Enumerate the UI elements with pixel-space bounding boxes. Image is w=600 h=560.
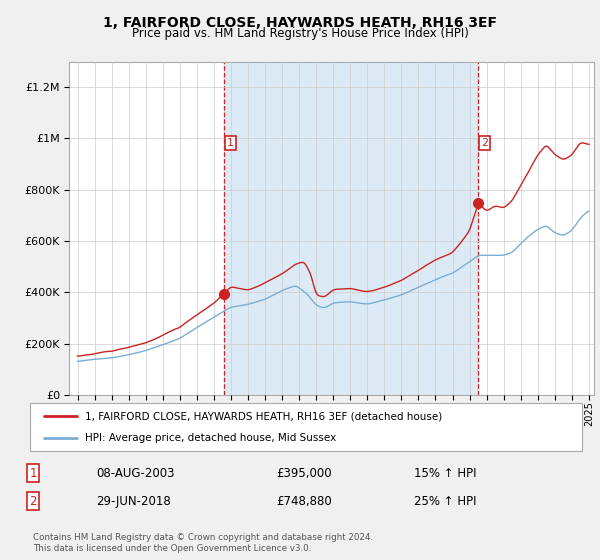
Text: 1, FAIRFORD CLOSE, HAYWARDS HEATH, RH16 3EF (detached house): 1, FAIRFORD CLOSE, HAYWARDS HEATH, RH16 … [85, 411, 442, 421]
Text: 1, FAIRFORD CLOSE, HAYWARDS HEATH, RH16 3EF: 1, FAIRFORD CLOSE, HAYWARDS HEATH, RH16 … [103, 16, 497, 30]
Text: 25% ↑ HPI: 25% ↑ HPI [414, 494, 476, 508]
Text: Contains HM Land Registry data © Crown copyright and database right 2024.
This d: Contains HM Land Registry data © Crown c… [33, 533, 373, 553]
Text: £395,000: £395,000 [276, 466, 332, 480]
FancyBboxPatch shape [30, 403, 582, 451]
Text: 2: 2 [481, 138, 488, 148]
Text: Price paid vs. HM Land Registry's House Price Index (HPI): Price paid vs. HM Land Registry's House … [131, 27, 469, 40]
Text: 1: 1 [227, 138, 233, 148]
Bar [224, 62, 478, 395]
Text: 08-AUG-2003: 08-AUG-2003 [96, 466, 175, 480]
Text: 2: 2 [29, 494, 37, 508]
Text: £748,880: £748,880 [276, 494, 332, 508]
Text: HPI: Average price, detached house, Mid Sussex: HPI: Average price, detached house, Mid … [85, 433, 337, 443]
Text: 1: 1 [29, 466, 37, 480]
Text: 15% ↑ HPI: 15% ↑ HPI [414, 466, 476, 480]
Text: 29-JUN-2018: 29-JUN-2018 [96, 494, 171, 508]
